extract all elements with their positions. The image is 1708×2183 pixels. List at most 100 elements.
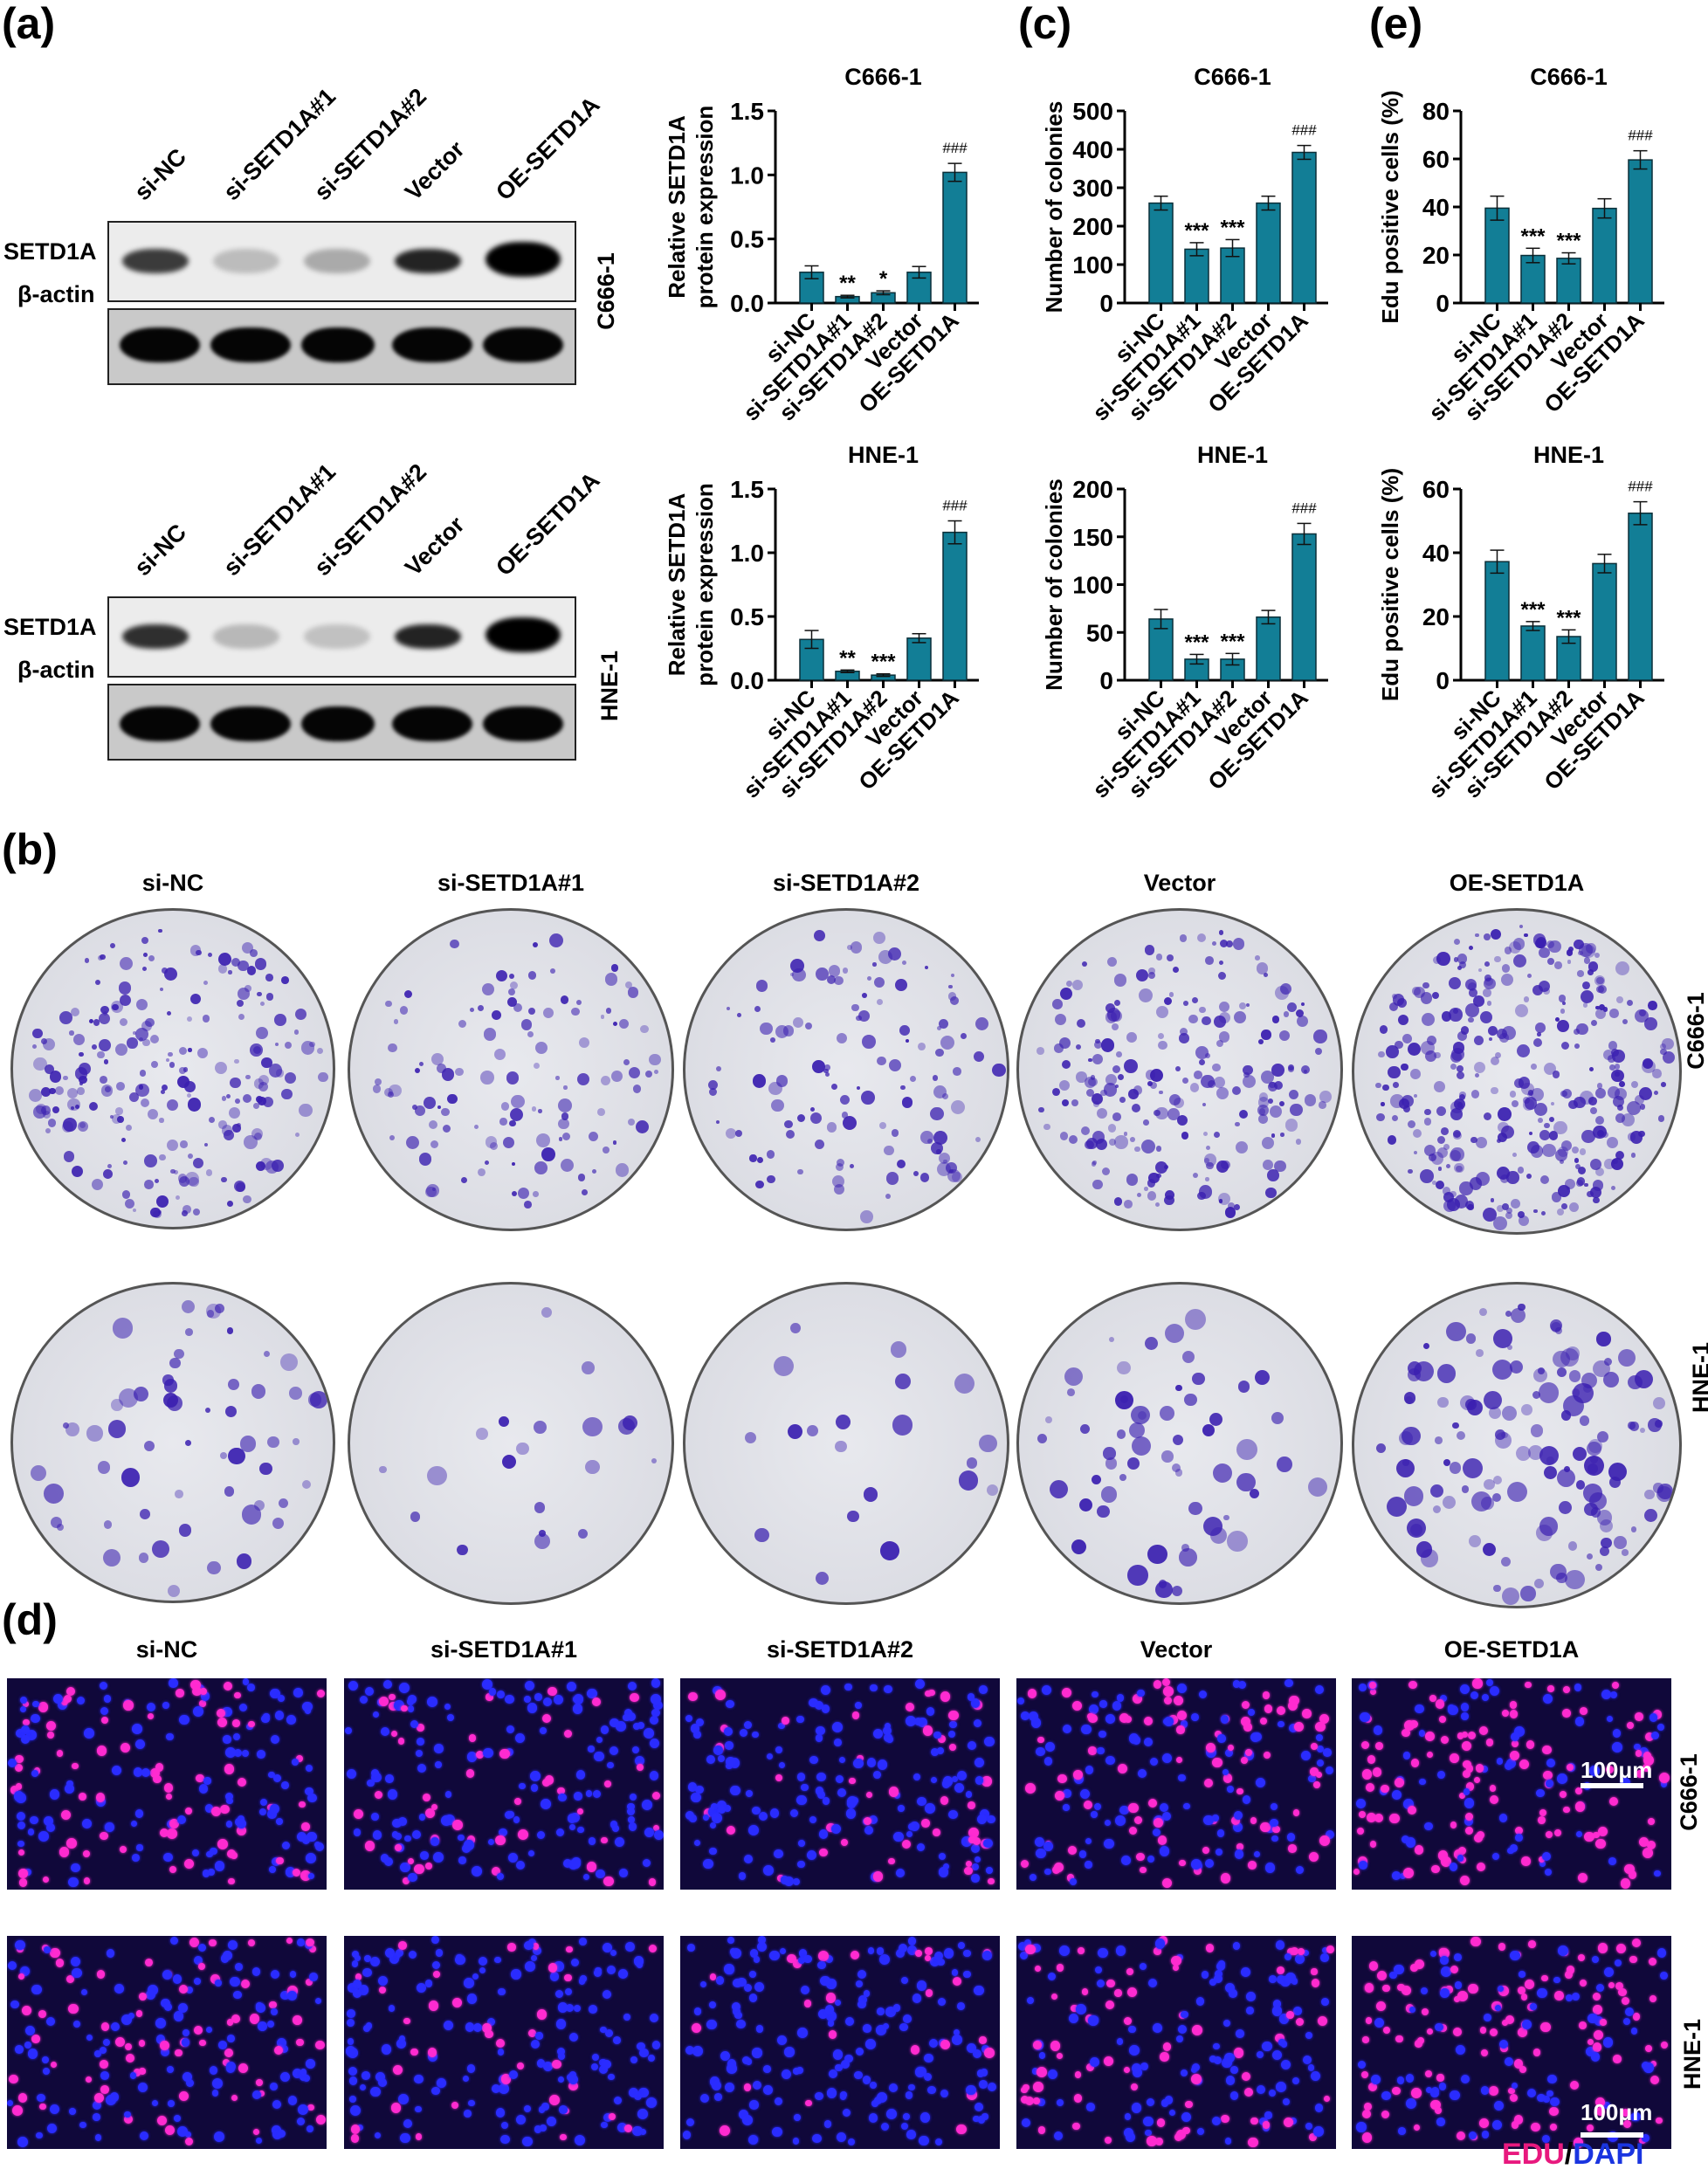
edu-positive-nucleus <box>1302 1709 1312 1718</box>
colony <box>134 1386 149 1401</box>
colony <box>1436 1147 1449 1159</box>
colony <box>1558 995 1567 1002</box>
dapi-nucleus <box>867 1947 875 1954</box>
colony <box>1579 1148 1587 1155</box>
colony <box>257 991 262 997</box>
dapi-nucleus <box>863 1990 871 1997</box>
dapi-nucleus <box>610 1820 618 1828</box>
colony <box>1548 1117 1554 1123</box>
colony <box>578 1036 590 1049</box>
colony <box>1429 1153 1437 1161</box>
colony <box>892 1414 913 1436</box>
dapi-nucleus <box>650 1771 659 1780</box>
edu-positive-nucleus <box>1394 1778 1404 1788</box>
significance-marker: *** <box>1184 630 1209 654</box>
edu-positive-nucleus <box>1578 2021 1587 2029</box>
dapi-nucleus <box>540 1726 548 1734</box>
colony <box>1607 1086 1620 1098</box>
edu-positive-nucleus <box>1317 2016 1327 2027</box>
dapi-nucleus <box>1496 1757 1504 1765</box>
dapi-nucleus <box>1519 1971 1525 1978</box>
dapi-nucleus <box>568 1823 576 1831</box>
dapi-nucleus <box>1464 1817 1474 1827</box>
dapi-nucleus <box>358 1985 369 1995</box>
dapi-nucleus <box>1198 1690 1207 1698</box>
edu-positive-nucleus <box>1489 2028 1498 2037</box>
colony <box>238 988 250 1000</box>
colony <box>542 1008 554 1019</box>
dapi-nucleus <box>208 1869 215 1876</box>
dapi-nucleus <box>883 1726 892 1736</box>
dapi-nucleus <box>833 1739 842 1747</box>
edu-positive-nucleus <box>1326 1945 1334 1953</box>
plate-column-title: si-SETD1A#2 <box>772 870 920 896</box>
chart-title: HNE-1 <box>848 442 919 468</box>
colony <box>1375 1443 1386 1453</box>
colony <box>162 1392 178 1408</box>
dapi-nucleus <box>272 2099 281 2109</box>
edu-positive-nucleus <box>1521 1856 1531 1866</box>
colony <box>450 939 459 949</box>
y-axis-label: Edu positive cells (%) <box>1377 468 1403 701</box>
colony <box>1050 1479 1069 1498</box>
dapi-nucleus <box>1124 2113 1132 2120</box>
colony <box>891 1129 899 1137</box>
dapi-nucleus <box>15 2045 24 2055</box>
colony <box>207 1310 215 1318</box>
colony <box>132 1208 136 1213</box>
colony <box>1071 1539 1087 1554</box>
dapi-nucleus <box>565 2003 574 2012</box>
dapi-nucleus <box>1537 2093 1546 2103</box>
dapi-nucleus <box>594 1752 604 1762</box>
colony <box>1594 953 1601 959</box>
edu-positive-nucleus <box>1629 1955 1637 1964</box>
edu-positive-nucleus <box>1543 1770 1553 1780</box>
colony <box>140 1508 150 1519</box>
dapi-nucleus <box>973 2049 982 2058</box>
significance-marker: *** <box>1520 598 1546 622</box>
colony <box>534 1161 548 1175</box>
colony <box>1422 1343 1429 1350</box>
edu-positive-nucleus <box>826 1993 837 2003</box>
colony <box>1490 929 1501 940</box>
dapi-nucleus <box>847 2138 855 2145</box>
colony <box>418 1153 432 1166</box>
dapi-nucleus <box>685 1810 694 1820</box>
colony <box>1660 1048 1667 1056</box>
edu-positive-nucleus <box>350 2124 360 2134</box>
dapi-nucleus <box>1281 2060 1291 2070</box>
dapi-nucleus <box>271 1856 281 1867</box>
edu-positive-nucleus <box>1177 1711 1188 1721</box>
dapi-nucleus <box>1270 1802 1278 1810</box>
colony <box>186 1016 192 1023</box>
colony <box>254 958 267 970</box>
colony <box>1177 1114 1188 1126</box>
dapi-nucleus <box>882 2022 889 2030</box>
colony <box>44 1483 65 1504</box>
dapi-nucleus <box>53 1694 64 1704</box>
edu-positive-nucleus <box>1162 2042 1172 2051</box>
colony <box>1400 1063 1408 1071</box>
edu-positive-nucleus <box>1502 1710 1510 1718</box>
dapi-nucleus <box>854 2070 863 2080</box>
colony <box>909 1075 917 1083</box>
colony <box>84 958 89 963</box>
edu-positive-nucleus <box>1541 1974 1548 1982</box>
dapi-nucleus <box>792 1878 800 1886</box>
dapi-nucleus <box>1439 2083 1447 2090</box>
dapi-nucleus <box>648 2054 656 2062</box>
colony <box>1396 1458 1415 1477</box>
edu-positive-nucleus <box>1600 2019 1607 2026</box>
edu-positive-nucleus <box>66 1686 76 1696</box>
edu-positive-nucleus <box>1644 2045 1652 2053</box>
colony <box>1560 1090 1567 1098</box>
edu-positive-nucleus <box>269 2001 277 2009</box>
colony <box>281 1088 293 1100</box>
dapi-nucleus <box>975 1776 984 1785</box>
colony <box>1653 1090 1659 1096</box>
edu-positive-nucleus <box>495 2038 506 2049</box>
edu-positive-nucleus <box>1429 1695 1436 1702</box>
dapi-nucleus <box>925 1803 935 1815</box>
colony <box>835 1440 847 1453</box>
colony <box>168 1051 173 1057</box>
